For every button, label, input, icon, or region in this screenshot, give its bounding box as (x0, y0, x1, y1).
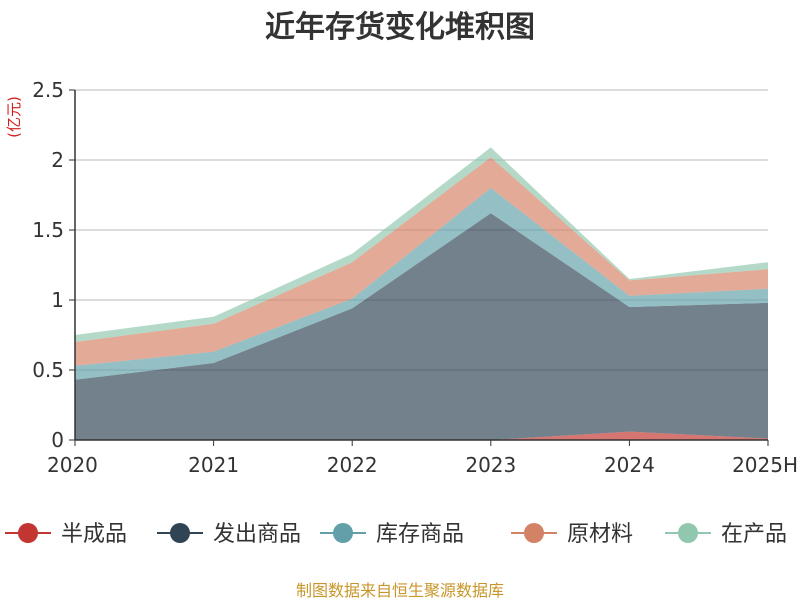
axes: 0 0.5 1 1.5 2 2.5 2020 2021 2022 2023 2024 2025H (32, 78, 798, 477)
y-axis-unit-label: (亿元) (5, 96, 23, 138)
legend-marker (678, 523, 698, 543)
x-tick-label: 2020 (47, 453, 98, 477)
legend-item-3[interactable]: 库存商品 (320, 522, 464, 547)
legend-marker (524, 523, 544, 543)
chart-title: 近年存货变化堆积图 (265, 10, 535, 45)
legend-item-5[interactable]: 在产品 (665, 522, 787, 547)
y-tick-label: 2.5 (32, 78, 64, 102)
legend-marker (18, 523, 38, 543)
legend-marker (333, 523, 353, 543)
legend-label: 在产品 (721, 522, 787, 547)
y-tick-label: 1.5 (32, 218, 64, 242)
x-tick-label: 2021 (188, 453, 239, 477)
area-1 (75, 431, 768, 440)
y-tick-label: 2 (51, 148, 64, 172)
legend-item-4[interactable]: 原材料 (511, 522, 633, 547)
area-series (75, 147, 768, 440)
legend-item-1[interactable]: 半成品 (5, 522, 127, 547)
data-source-note: 制图数据来自恒生聚源数据库 (296, 581, 504, 600)
legend-marker (170, 523, 190, 543)
legend-item-2[interactable]: 发出商品 (157, 522, 301, 547)
x-tick-label: 2025H (732, 453, 798, 477)
y-tick-label: 0.5 (32, 358, 64, 382)
x-tick-label: 2024 (604, 453, 655, 477)
area-2 (75, 213, 768, 440)
legend-label: 库存商品 (376, 522, 464, 547)
x-tick-label: 2022 (327, 453, 378, 477)
y-tick-label: 1 (51, 288, 64, 312)
legend-label: 半成品 (61, 522, 127, 547)
legend-label: 发出商品 (213, 522, 301, 547)
legend[interactable]: 半成品 发出商品 库存商品 原材料 在产品 (5, 522, 787, 547)
y-tick-label: 0 (51, 428, 64, 452)
legend-label: 原材料 (567, 522, 633, 547)
area-4 (75, 157, 768, 366)
x-tick-label: 2023 (465, 453, 516, 477)
area-3 (75, 188, 768, 380)
